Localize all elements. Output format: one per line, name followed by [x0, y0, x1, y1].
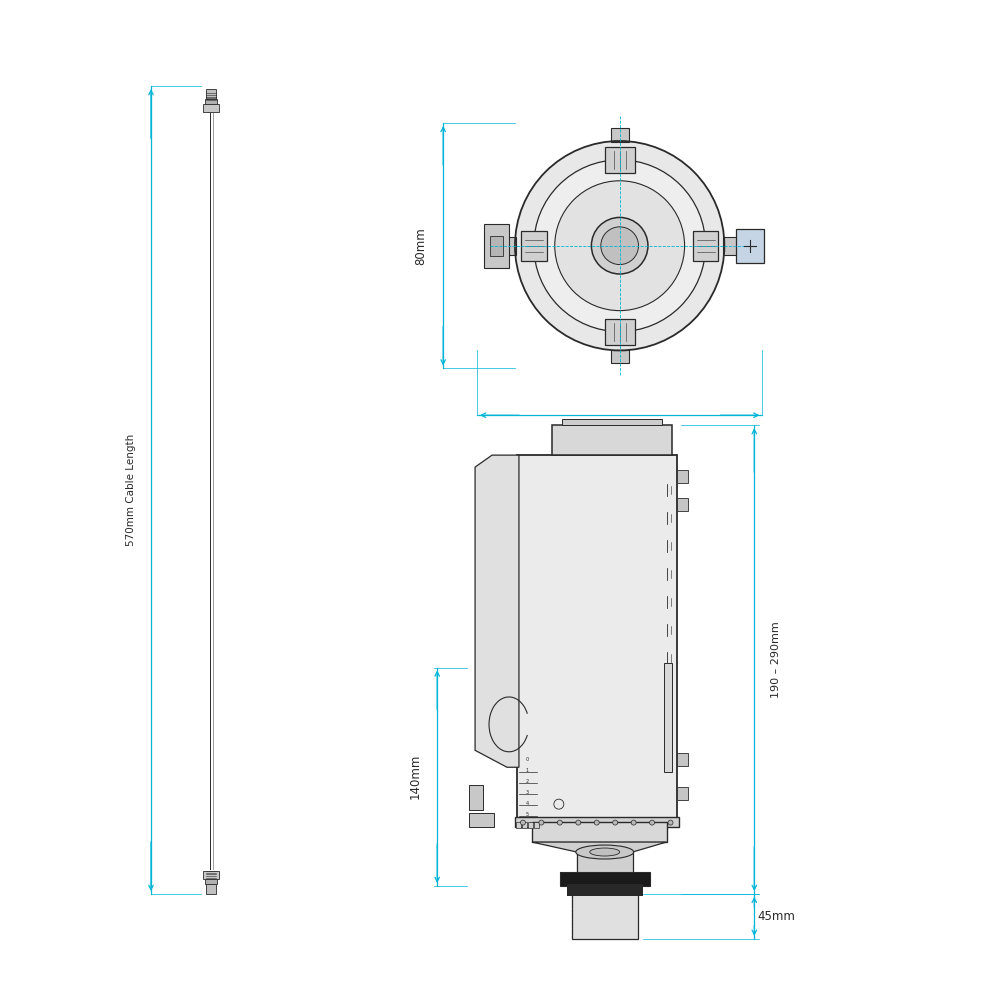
- Bar: [522, 822, 527, 828]
- Circle shape: [650, 820, 655, 825]
- Circle shape: [555, 181, 685, 311]
- Text: 2: 2: [525, 779, 528, 784]
- Text: 570mm Cable Length: 570mm Cable Length: [126, 434, 136, 546]
- Bar: [521, 231, 547, 261]
- Bar: [534, 822, 539, 828]
- Circle shape: [576, 820, 581, 825]
- Circle shape: [515, 141, 724, 350]
- Ellipse shape: [576, 845, 634, 859]
- Bar: [567, 884, 643, 896]
- Text: 45mm: 45mm: [757, 910, 795, 923]
- Circle shape: [668, 820, 673, 825]
- Circle shape: [557, 820, 562, 825]
- Bar: [664, 663, 672, 772]
- Bar: [205, 879, 217, 884]
- Circle shape: [631, 820, 636, 825]
- Bar: [203, 871, 219, 879]
- Bar: [577, 852, 633, 874]
- Text: 5: 5: [525, 812, 528, 817]
- Bar: [484, 224, 509, 268]
- Circle shape: [601, 227, 639, 265]
- Bar: [677, 470, 688, 483]
- Circle shape: [613, 820, 618, 825]
- Bar: [528, 822, 533, 828]
- Bar: [206, 884, 216, 894]
- Bar: [502, 237, 516, 255]
- Bar: [532, 822, 667, 842]
- Bar: [552, 425, 672, 455]
- Text: 140mm: 140mm: [409, 754, 422, 799]
- Bar: [605, 147, 635, 173]
- Circle shape: [594, 820, 599, 825]
- Text: 80mm: 80mm: [601, 427, 639, 440]
- Circle shape: [520, 820, 525, 825]
- Bar: [560, 872, 650, 886]
- Bar: [517, 455, 677, 822]
- Polygon shape: [532, 842, 667, 852]
- Bar: [611, 350, 629, 363]
- Bar: [469, 813, 494, 827]
- Bar: [693, 231, 718, 261]
- Bar: [677, 753, 688, 766]
- Bar: [205, 99, 217, 104]
- Bar: [736, 229, 764, 263]
- Bar: [677, 787, 688, 800]
- Text: 4: 4: [525, 801, 528, 806]
- Bar: [560, 872, 650, 886]
- Bar: [515, 817, 679, 827]
- Text: 3: 3: [525, 790, 528, 795]
- Bar: [611, 128, 629, 142]
- Bar: [490, 236, 503, 256]
- Text: 190 – 290mm: 190 – 290mm: [771, 621, 781, 698]
- Bar: [723, 237, 737, 255]
- Bar: [605, 319, 635, 345]
- Bar: [203, 104, 219, 112]
- Bar: [677, 498, 688, 511]
- Polygon shape: [475, 455, 519, 767]
- Text: 80mm: 80mm: [415, 227, 428, 265]
- Text: 1: 1: [525, 768, 528, 773]
- Circle shape: [534, 160, 706, 332]
- Circle shape: [591, 217, 648, 274]
- Bar: [469, 785, 483, 810]
- Ellipse shape: [590, 848, 620, 856]
- Bar: [572, 886, 638, 939]
- Circle shape: [539, 820, 544, 825]
- Bar: [562, 419, 662, 425]
- Bar: [516, 822, 521, 828]
- Bar: [206, 89, 216, 99]
- Text: 0: 0: [525, 757, 528, 762]
